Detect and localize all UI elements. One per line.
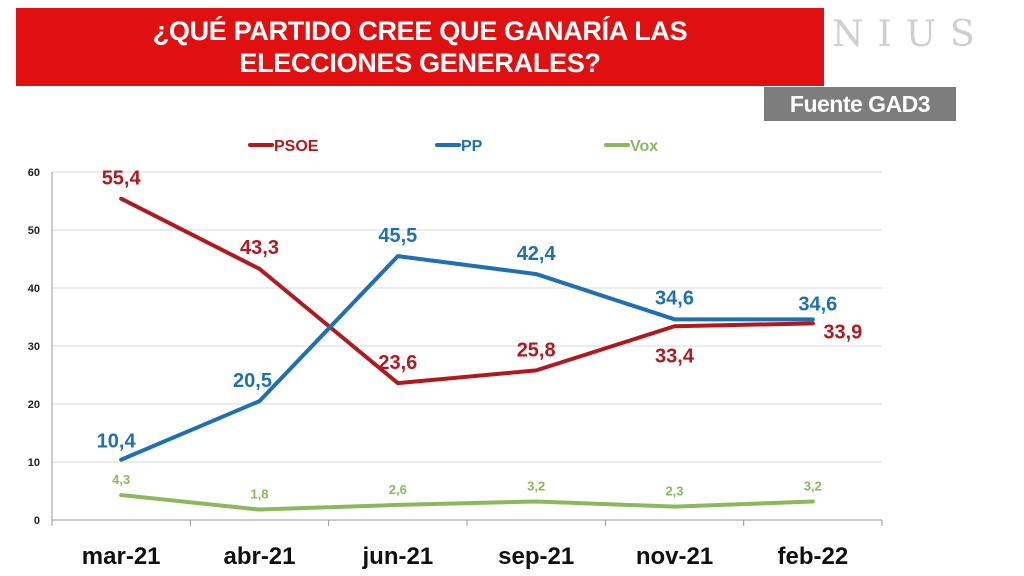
data-label-psoe: 25,8 bbox=[517, 339, 556, 361]
series-line-pp bbox=[119, 254, 815, 462]
data-label-vox: 4,3 bbox=[112, 472, 130, 487]
x-tick-label: feb-22 bbox=[777, 543, 848, 570]
y-tick-label: 10 bbox=[28, 457, 40, 469]
y-tick-label: 0 bbox=[34, 515, 40, 527]
chart-title: ¿QUÉ PARTIDO CREE QUE GANARÍA LAS ELECCI… bbox=[152, 16, 688, 78]
data-label-psoe: 33,4 bbox=[655, 345, 695, 367]
title-banner: ¿QUÉ PARTIDO CREE QUE GANARÍA LAS ELECCI… bbox=[16, 8, 824, 86]
data-label-vox: 1,8 bbox=[250, 487, 268, 502]
data-label-pp: 10,4 bbox=[97, 431, 137, 453]
data-label-vox: 2,6 bbox=[389, 482, 407, 497]
y-tick-label: 60 bbox=[28, 167, 40, 179]
data-label-psoe: 23,6 bbox=[378, 352, 417, 374]
brand-watermark: NIUS bbox=[832, 14, 989, 55]
x-tick-label: jun-21 bbox=[361, 543, 433, 570]
data-label-pp: 34,6 bbox=[798, 293, 837, 315]
data-label-pp: 45,5 bbox=[378, 225, 417, 247]
series-line-psoe bbox=[119, 196, 815, 386]
data-label-psoe: 33,9 bbox=[823, 321, 862, 343]
data-label-vox: 3,2 bbox=[804, 478, 822, 493]
data-label-psoe: 55,4 bbox=[102, 168, 142, 190]
x-tick-label: abr-21 bbox=[223, 543, 295, 570]
data-label-vox: 2,3 bbox=[665, 484, 683, 499]
data-label-pp: 34,6 bbox=[655, 287, 694, 309]
legend-label-pp: PP bbox=[461, 138, 483, 155]
y-tick-label: 20 bbox=[28, 399, 40, 411]
data-label-psoe: 43,3 bbox=[240, 237, 279, 259]
data-label-vox: 3,2 bbox=[527, 478, 545, 493]
x-tick-label: nov-21 bbox=[636, 543, 713, 570]
y-tick-label: 40 bbox=[28, 283, 40, 295]
x-tick-label: mar-21 bbox=[82, 543, 161, 570]
legend-label-psoe: PSOE bbox=[274, 138, 319, 155]
y-tick-label: 50 bbox=[28, 225, 40, 237]
data-label-pp: 42,4 bbox=[517, 243, 557, 265]
x-tick-label: sep-21 bbox=[498, 543, 574, 570]
series-line-vox bbox=[119, 493, 815, 512]
data-label-pp: 20,5 bbox=[233, 370, 272, 392]
y-tick-label: 30 bbox=[28, 341, 40, 353]
legend-label-vox: Vox bbox=[630, 138, 658, 155]
source-badge: Fuente GAD3 bbox=[764, 87, 956, 121]
